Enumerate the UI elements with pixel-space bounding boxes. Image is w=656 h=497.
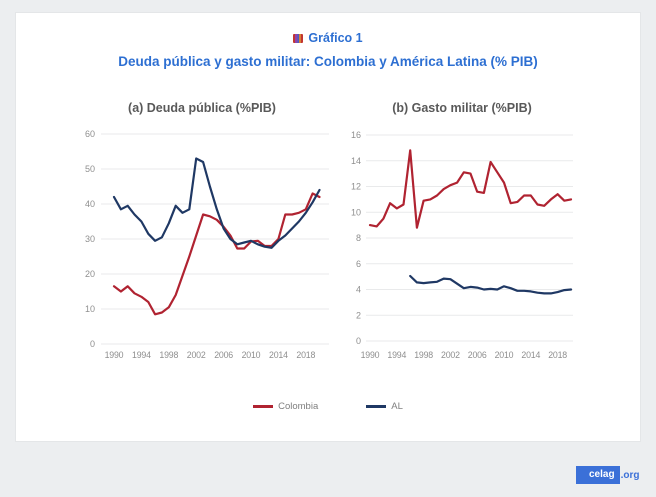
svg-text:2018: 2018 <box>548 350 567 360</box>
svg-text:2: 2 <box>356 310 361 320</box>
legend: Colombia AL <box>16 401 640 412</box>
svg-text:2014: 2014 <box>269 350 288 360</box>
gasto-militar-line-chart: 0 2 4 6 8 10 12 14 16 1990 1994 1998 2002 2006 2010 201… <box>351 130 573 360</box>
colombia-line-swatch <box>253 405 274 408</box>
svg-text:16: 16 <box>351 130 361 140</box>
legend-label-colombia: Colombia <box>278 401 319 412</box>
legend-item-colombia: Colombia <box>253 401 318 412</box>
svg-text:50: 50 <box>85 164 95 174</box>
svg-text:1998: 1998 <box>414 350 433 360</box>
celag-logo-suffix: .org <box>620 469 640 481</box>
svg-text:40: 40 <box>85 199 95 209</box>
svg-text:2010: 2010 <box>495 350 514 360</box>
legend-item-al: AL <box>366 401 403 412</box>
svg-text:10: 10 <box>85 304 95 314</box>
svg-text:8: 8 <box>356 233 361 243</box>
svg-text:6: 6 <box>356 259 361 269</box>
svg-text:20: 20 <box>85 269 95 279</box>
al-line-swatch <box>366 405 387 408</box>
svg-text:1994: 1994 <box>387 350 406 360</box>
figure-number-label: Gráfico 1 <box>308 31 363 45</box>
svg-text:30: 30 <box>85 234 95 244</box>
svg-text:1990: 1990 <box>105 350 124 360</box>
svg-text:14: 14 <box>351 156 361 166</box>
svg-text:12: 12 <box>351 182 361 192</box>
svg-text:10: 10 <box>351 207 361 217</box>
svg-text:1998: 1998 <box>159 350 178 360</box>
chart-b-title: (b) Gasto militar (%PIB) <box>392 101 532 115</box>
celag-logo-box: celag <box>576 466 620 484</box>
chart-a-title: (a) Deuda pública (%PIB) <box>128 101 276 115</box>
svg-text:2006: 2006 <box>468 350 487 360</box>
svg-text:1994: 1994 <box>132 350 151 360</box>
figure-heading: Gráfico 1 <box>16 31 640 45</box>
svg-text:2018: 2018 <box>296 350 315 360</box>
svg-text:60: 60 <box>85 129 95 139</box>
svg-text:2002: 2002 <box>441 350 460 360</box>
svg-text:2014: 2014 <box>521 350 540 360</box>
svg-text:2010: 2010 <box>242 350 261 360</box>
figure-card: Gráfico 1 Deuda pública y gasto militar:… <box>15 12 641 442</box>
bar-chart-icon <box>293 34 304 43</box>
deuda-publica-line-chart: 0 10 20 30 40 50 60 1990 1994 1998 2002 2006 2010 201… <box>85 129 329 360</box>
svg-text:0: 0 <box>90 339 95 349</box>
svg-text:0: 0 <box>356 336 361 346</box>
svg-text:2006: 2006 <box>214 350 233 360</box>
svg-text:4: 4 <box>356 285 361 295</box>
figure-title: Deuda pública y gasto militar: Colombia … <box>118 54 538 69</box>
svg-text:2002: 2002 <box>187 350 206 360</box>
legend-label-al: AL <box>391 401 403 412</box>
celag-brand-badge: celag .org <box>576 466 639 484</box>
svg-text:1990: 1990 <box>361 350 380 360</box>
